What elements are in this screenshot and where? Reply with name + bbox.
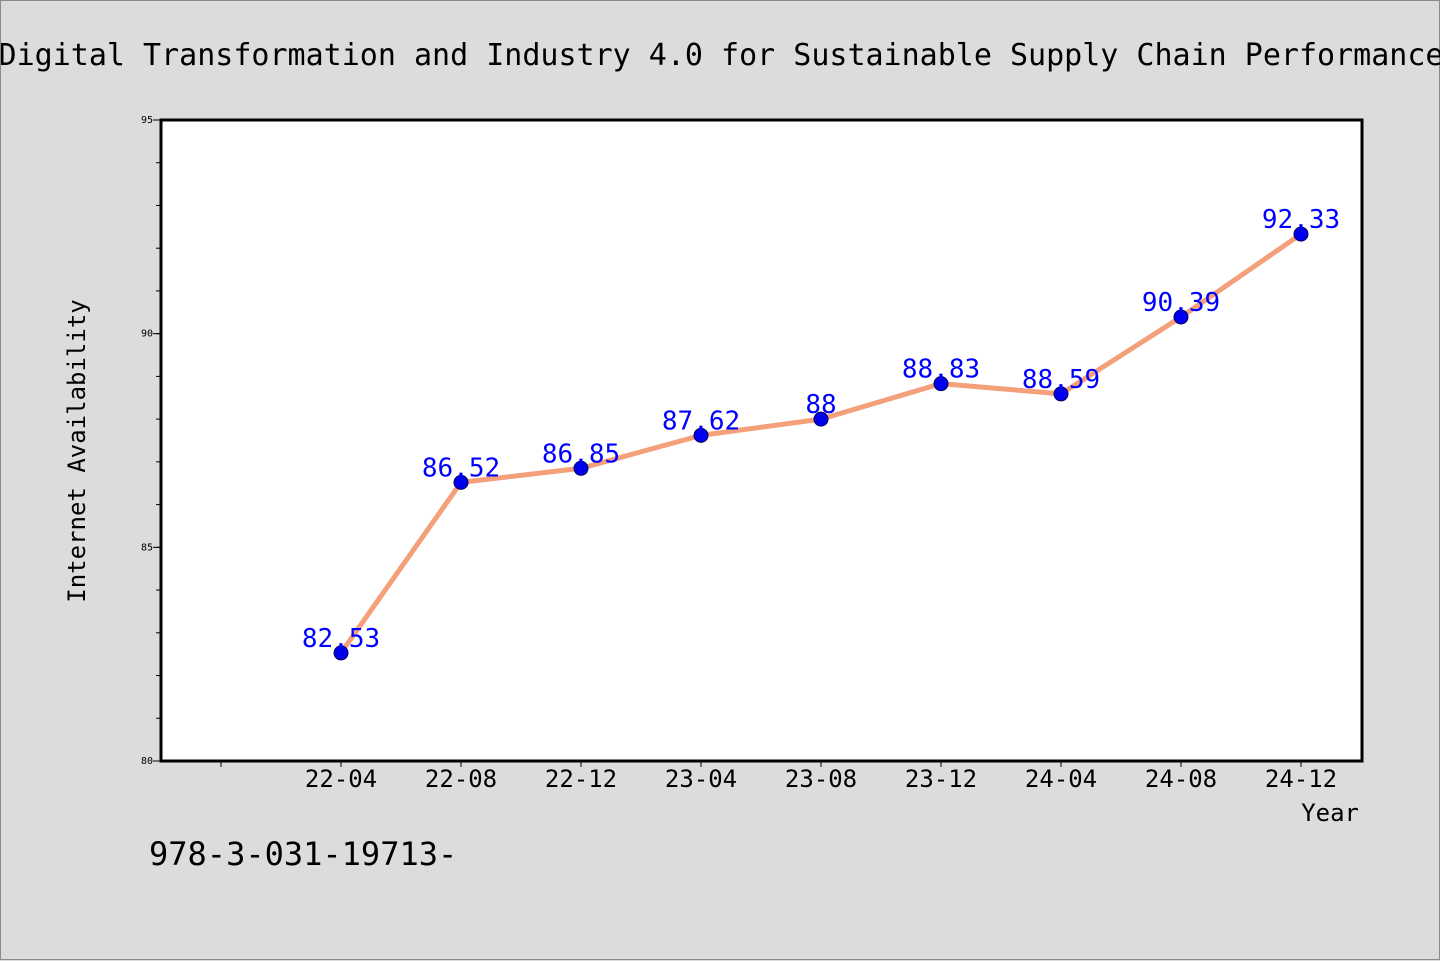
data-label: 88.59 bbox=[1022, 365, 1100, 395]
data-point bbox=[933, 376, 949, 392]
data-label: 87.62 bbox=[662, 406, 740, 436]
footnote-text: 978-3-031-19713- bbox=[149, 835, 457, 873]
data-point bbox=[1173, 309, 1189, 325]
chart-title: Digital Transformation and Industry 4.0 … bbox=[1, 38, 1440, 73]
y-tick-label: 80 bbox=[141, 756, 153, 767]
data-label: 86.85 bbox=[542, 439, 620, 469]
x-axis-title: Year bbox=[1301, 799, 1359, 827]
y-axis-title: Internet Availability bbox=[63, 299, 91, 602]
data-point bbox=[1053, 386, 1069, 402]
x-tick-label: 23-12 bbox=[905, 765, 977, 793]
x-tick-label: 24-12 bbox=[1265, 765, 1337, 793]
data-label: 90.39 bbox=[1142, 288, 1220, 318]
x-tick-label: 22-12 bbox=[545, 765, 617, 793]
data-point bbox=[693, 427, 709, 443]
data-label: 88.83 bbox=[902, 355, 980, 385]
data-point bbox=[573, 460, 589, 476]
y-axis: 80 85 90 95 bbox=[141, 115, 161, 767]
data-label: 88 bbox=[805, 390, 836, 420]
x-tick-label: 23-08 bbox=[785, 765, 857, 793]
y-tick-label: 90 bbox=[141, 329, 153, 340]
series-group: 82.53 86.52 86.85 87.62 88 88.83 88.59 90.39 92.… bbox=[302, 205, 1340, 661]
x-tick-label: 24-08 bbox=[1145, 765, 1217, 793]
x-axis: 22-04 22-08 22-12 23-04 23-08 23-12 24-04 24-08… bbox=[220, 761, 1337, 793]
data-label: 92.33 bbox=[1262, 205, 1340, 235]
x-tick-label: 22-08 bbox=[425, 765, 497, 793]
data-point bbox=[453, 474, 469, 490]
x-tick-label: 23-04 bbox=[665, 765, 737, 793]
data-label: 82.53 bbox=[302, 624, 380, 654]
data-point bbox=[1293, 226, 1309, 242]
data-point bbox=[333, 645, 349, 661]
x-tick-label: 22-04 bbox=[305, 765, 377, 793]
data-label: 86.52 bbox=[422, 453, 500, 483]
plot-area bbox=[159, 118, 1364, 763]
x-tick-label: 24-04 bbox=[1025, 765, 1097, 793]
y-tick-label: 95 bbox=[141, 115, 153, 126]
y-tick-label: 85 bbox=[141, 542, 153, 553]
data-point bbox=[813, 411, 829, 427]
